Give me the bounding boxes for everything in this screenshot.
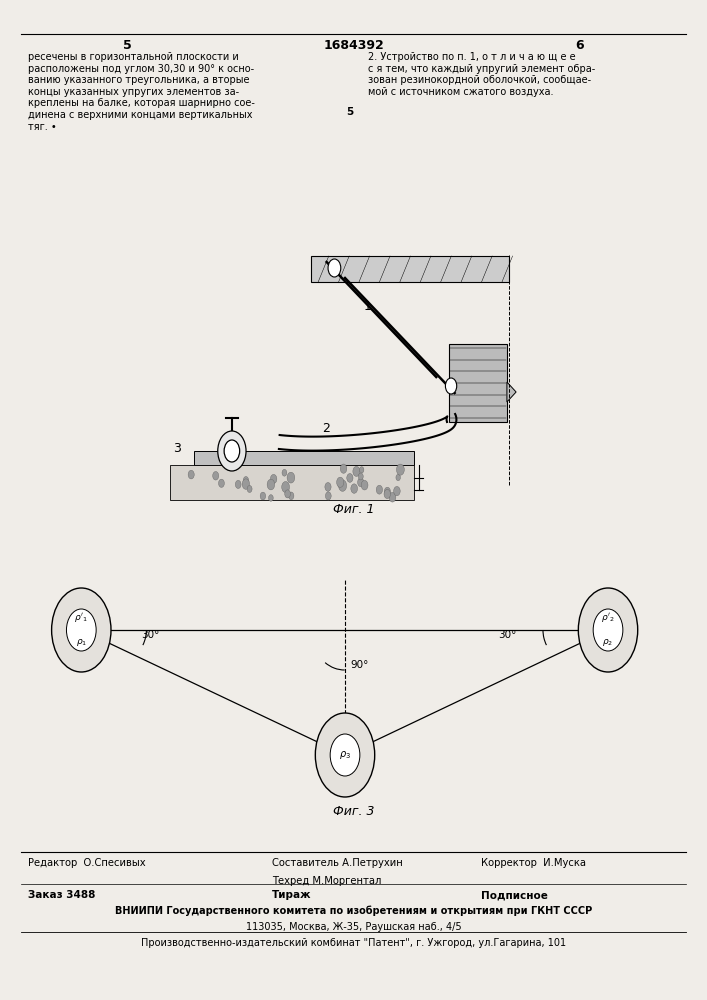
Text: ресечены в горизонтальной плоскости и
расположены под углом 30,30 и 90° к осно-
: ресечены в горизонтальной плоскости и ра… xyxy=(28,52,255,132)
Circle shape xyxy=(224,440,240,462)
Circle shape xyxy=(269,495,273,501)
Circle shape xyxy=(337,477,344,487)
Circle shape xyxy=(188,470,194,479)
Circle shape xyxy=(282,469,287,476)
Text: Фиг. 3: Фиг. 3 xyxy=(333,805,374,818)
Text: Техред М.Моргентал: Техред М.Моргентал xyxy=(272,876,382,886)
FancyBboxPatch shape xyxy=(170,465,414,500)
Circle shape xyxy=(593,609,623,651)
Circle shape xyxy=(361,480,368,490)
Circle shape xyxy=(396,474,400,481)
Text: Составитель А.Петрухин: Составитель А.Петрухин xyxy=(272,858,403,868)
Circle shape xyxy=(339,480,346,491)
Text: 90°: 90° xyxy=(351,660,368,670)
Text: 2: 2 xyxy=(322,422,329,435)
Text: 5: 5 xyxy=(123,39,132,52)
Circle shape xyxy=(281,482,289,493)
Circle shape xyxy=(285,490,291,498)
Circle shape xyxy=(247,485,252,492)
Circle shape xyxy=(397,464,404,475)
Circle shape xyxy=(328,259,341,277)
Text: ВНИИПИ Государственного комитета по изобретениям и открытиям при ГКНТ СССР: ВНИИПИ Государственного комитета по изоб… xyxy=(115,905,592,916)
Circle shape xyxy=(243,479,250,489)
Circle shape xyxy=(243,477,249,484)
Text: 2. Устройство по п. 1, о т л и ч а ю щ е е
с я тем, что каждый упругий элемент о: 2. Устройство по п. 1, о т л и ч а ю щ е… xyxy=(368,52,595,97)
Text: 6: 6 xyxy=(575,39,584,52)
Circle shape xyxy=(213,471,218,480)
Text: $\rho'_2$: $\rho'_2$ xyxy=(601,611,615,624)
Circle shape xyxy=(325,483,331,491)
Circle shape xyxy=(260,492,266,500)
Circle shape xyxy=(218,479,224,487)
Circle shape xyxy=(394,486,400,496)
Text: $\rho_1$: $\rho_1$ xyxy=(76,638,87,648)
Circle shape xyxy=(389,492,396,502)
Circle shape xyxy=(358,478,364,487)
Text: Заказ 3488: Заказ 3488 xyxy=(28,890,95,900)
FancyBboxPatch shape xyxy=(449,344,507,422)
Circle shape xyxy=(315,713,375,797)
Circle shape xyxy=(353,466,360,476)
Circle shape xyxy=(346,474,353,482)
Circle shape xyxy=(340,464,347,473)
Circle shape xyxy=(385,487,390,496)
Circle shape xyxy=(359,467,364,473)
Text: $\rho'_1$: $\rho'_1$ xyxy=(74,611,88,624)
Text: $\rho_2$: $\rho_2$ xyxy=(602,638,614,648)
Text: Производственно-издательский комбинат "Патент", г. Ужгород, ул.Гагарина, 101: Производственно-издательский комбинат "П… xyxy=(141,938,566,948)
Text: 1: 1 xyxy=(364,300,372,313)
Circle shape xyxy=(52,588,111,672)
Text: Подписное: Подписное xyxy=(481,890,548,900)
Text: $\rho_3$: $\rho_3$ xyxy=(339,749,351,761)
Circle shape xyxy=(66,609,96,651)
FancyBboxPatch shape xyxy=(311,256,509,282)
Circle shape xyxy=(218,431,246,471)
Text: Тираж: Тираж xyxy=(272,890,312,900)
Text: 30°: 30° xyxy=(498,630,517,640)
Circle shape xyxy=(376,485,382,494)
Circle shape xyxy=(270,474,277,484)
Text: Корректор  И.Муска: Корректор И.Муска xyxy=(481,858,586,868)
Text: 113035, Москва, Ж-35, Раушская наб., 4/5: 113035, Москва, Ж-35, Раушская наб., 4/5 xyxy=(246,922,461,932)
Circle shape xyxy=(351,484,358,493)
Circle shape xyxy=(235,480,241,488)
Text: 3: 3 xyxy=(173,442,181,455)
Circle shape xyxy=(358,473,363,480)
Circle shape xyxy=(384,489,390,499)
Circle shape xyxy=(325,492,331,500)
Circle shape xyxy=(288,492,294,500)
Circle shape xyxy=(578,588,638,672)
Circle shape xyxy=(267,479,274,490)
Text: Редактор  О.Спесивых: Редактор О.Спесивых xyxy=(28,858,146,868)
FancyBboxPatch shape xyxy=(194,451,414,465)
Text: 30°: 30° xyxy=(141,630,160,640)
Text: Фиг. 1: Фиг. 1 xyxy=(333,503,374,516)
Text: 1684392: 1684392 xyxy=(323,39,384,52)
Circle shape xyxy=(445,378,457,394)
Polygon shape xyxy=(507,382,516,402)
Circle shape xyxy=(330,734,360,776)
Text: 5: 5 xyxy=(346,107,354,117)
Circle shape xyxy=(287,472,295,483)
